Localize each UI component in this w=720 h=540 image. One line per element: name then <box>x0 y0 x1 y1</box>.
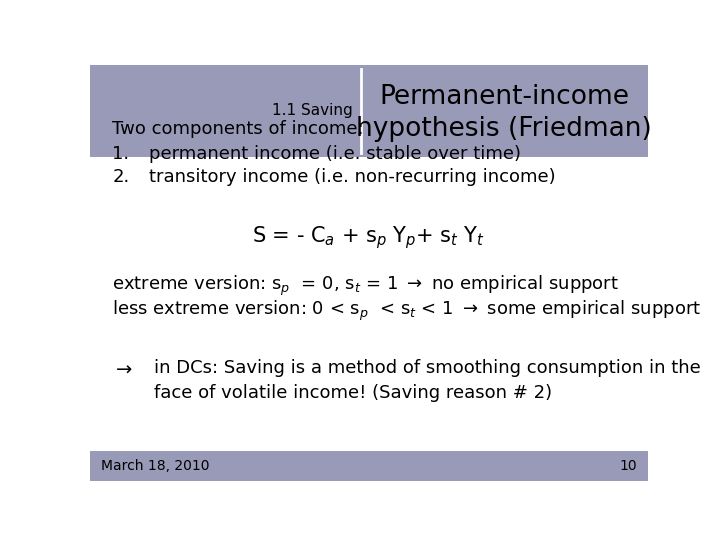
Bar <box>90 65 648 157</box>
Text: 1.: 1. <box>112 145 130 163</box>
Text: 10: 10 <box>619 458 637 472</box>
Text: less extreme version: 0 < s$_p$  < s$_t$ < 1 $\rightarrow$ some empirical suppor: less extreme version: 0 < s$_p$ < s$_t$ … <box>112 299 701 323</box>
Text: face of volatile income! (Saving reason # 2): face of volatile income! (Saving reason … <box>154 384 552 402</box>
Text: extreme version: s$_p$  = 0, s$_t$ = 1 $\rightarrow$ no empirical support: extreme version: s$_p$ = 0, s$_t$ = 1 $\… <box>112 274 619 298</box>
Text: 2.: 2. <box>112 168 130 186</box>
Text: March 18, 2010: March 18, 2010 <box>101 458 210 472</box>
Text: transitory income (i.e. non-recurring income): transitory income (i.e. non-recurring in… <box>148 168 555 186</box>
Text: hypothesis (Friedman): hypothesis (Friedman) <box>356 117 652 143</box>
Text: permanent income (i.e. stable over time): permanent income (i.e. stable over time) <box>148 145 521 163</box>
Text: S = - C$_a$ + s$_p$ Y$_p$+ s$_t$ Y$_t$: S = - C$_a$ + s$_p$ Y$_p$+ s$_t$ Y$_t$ <box>253 224 485 251</box>
Text: in DCs: Saving is a method of smoothing consumption in the: in DCs: Saving is a method of smoothing … <box>154 359 701 377</box>
Text: Permanent-income: Permanent-income <box>379 84 629 110</box>
Bar <box>90 451 648 481</box>
Text: Two components of income:: Two components of income: <box>112 120 364 138</box>
Text: $\rightarrow$: $\rightarrow$ <box>112 359 133 378</box>
Text: 1.1 Saving: 1.1 Saving <box>271 104 352 118</box>
